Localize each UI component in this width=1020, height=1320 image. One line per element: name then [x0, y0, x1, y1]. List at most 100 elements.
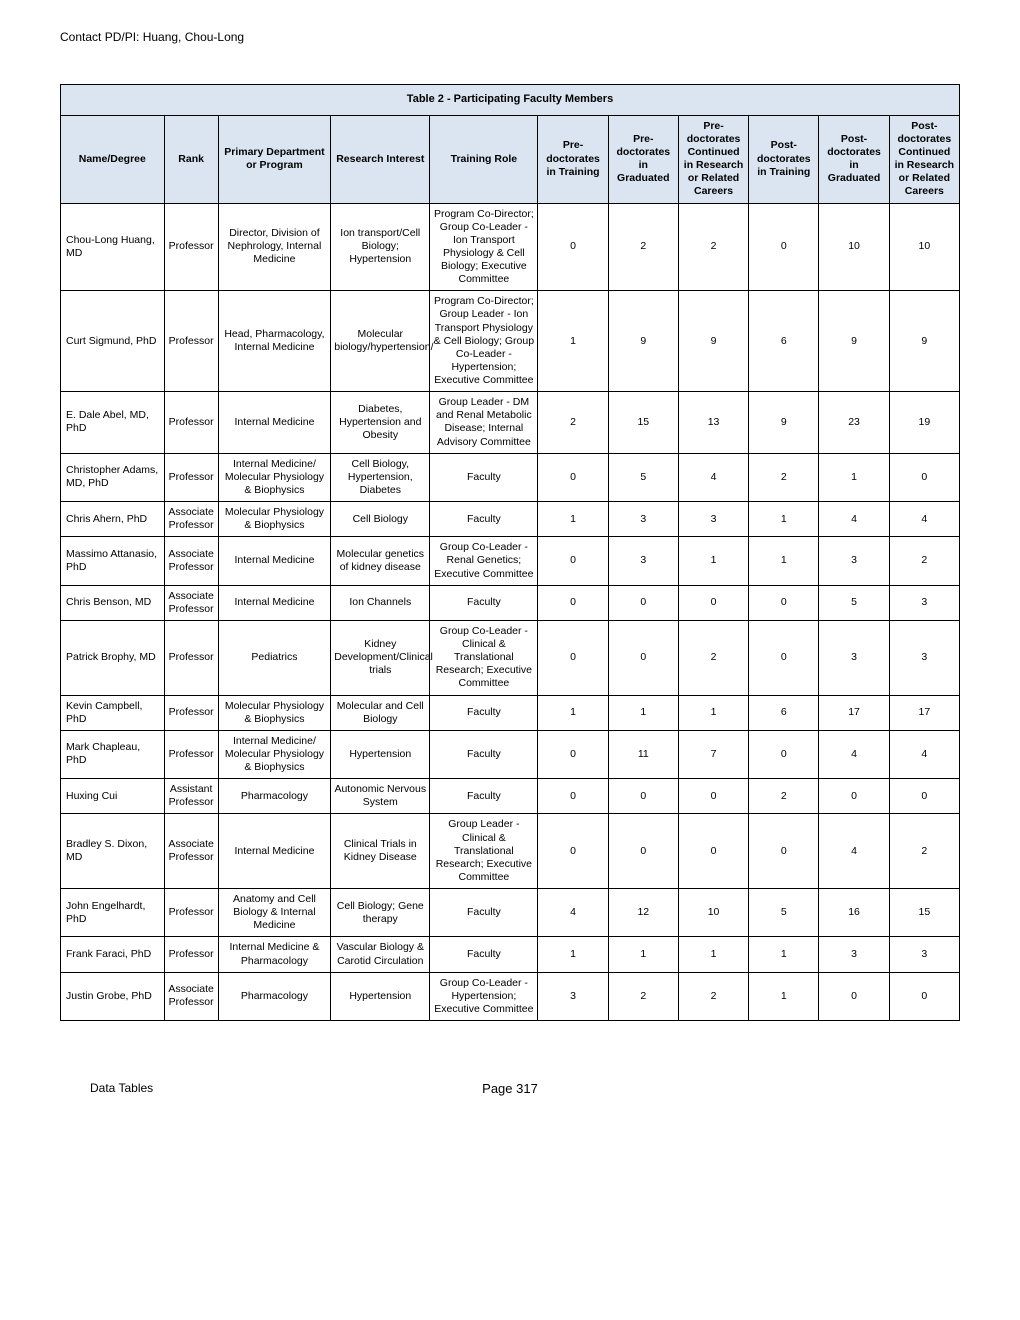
- cell-research: Hypertension: [331, 972, 430, 1020]
- cell-research: Hypertension: [331, 730, 430, 778]
- cell-dept: Pediatrics: [218, 620, 331, 695]
- cell-n4: 1: [749, 937, 819, 972]
- table-row: Chris Ahern, PhDAssociate ProfessorMolec…: [61, 502, 960, 537]
- footer: Data Tables Page 317: [60, 1081, 960, 1096]
- cell-n5: 17: [819, 695, 889, 730]
- footer-left: Data Tables: [90, 1081, 240, 1096]
- cell-name: Chou-Long Huang, MD: [61, 203, 165, 291]
- cell-n6: 19: [889, 392, 959, 454]
- cell-n3: 0: [678, 779, 748, 814]
- cell-n4: 0: [749, 203, 819, 291]
- table-row: Mark Chapleau, PhDProfessorInternal Medi…: [61, 730, 960, 778]
- cell-n1: 0: [538, 620, 608, 695]
- col-rank: Rank: [164, 115, 218, 203]
- cell-n4: 6: [749, 695, 819, 730]
- cell-n6: 0: [889, 779, 959, 814]
- cell-rank: Professor: [164, 937, 218, 972]
- cell-dept: Internal Medicine & Pharmacology: [218, 937, 331, 972]
- cell-dept: Molecular Physiology & Biophysics: [218, 695, 331, 730]
- cell-role: Group Co-Leader - Hypertension; Executiv…: [430, 972, 538, 1020]
- col-role: Training Role: [430, 115, 538, 203]
- cell-n1: 1: [538, 937, 608, 972]
- cell-role: Program Co-Director; Group Co-Leader - I…: [430, 203, 538, 291]
- cell-name: Frank Faraci, PhD: [61, 937, 165, 972]
- cell-research: Cell Biology, Hypertension, Diabetes: [331, 453, 430, 501]
- cell-n3: 1: [678, 695, 748, 730]
- cell-name: Justin Grobe, PhD: [61, 972, 165, 1020]
- cell-research: Clinical Trials in Kidney Disease: [331, 814, 430, 889]
- cell-n3: 3: [678, 502, 748, 537]
- cell-role: Faculty: [430, 730, 538, 778]
- cell-name: Bradley S. Dixon, MD: [61, 814, 165, 889]
- cell-n2: 15: [608, 392, 678, 454]
- cell-role: Program Co-Director; Group Leader - Ion …: [430, 291, 538, 392]
- cell-research: Vascular Biology & Carotid Circulation: [331, 937, 430, 972]
- cell-n1: 0: [538, 203, 608, 291]
- cell-dept: Molecular Physiology & Biophysics: [218, 502, 331, 537]
- col-predoc-grad: Pre-doctorates in Graduated: [608, 115, 678, 203]
- cell-n6: 3: [889, 937, 959, 972]
- cell-n4: 5: [749, 889, 819, 937]
- cell-name: Massimo Attanasio, PhD: [61, 537, 165, 585]
- cell-rank: Professor: [164, 392, 218, 454]
- col-postdoc-training: Post-doctorates in Training: [749, 115, 819, 203]
- cell-n3: 2: [678, 620, 748, 695]
- cell-n3: 1: [678, 537, 748, 585]
- cell-n1: 0: [538, 537, 608, 585]
- cell-n4: 0: [749, 814, 819, 889]
- cell-n6: 4: [889, 502, 959, 537]
- cell-rank: Professor: [164, 620, 218, 695]
- cell-rank: Professor: [164, 695, 218, 730]
- cell-n1: 1: [538, 502, 608, 537]
- table-row: Bradley S. Dixon, MDAssociate ProfessorI…: [61, 814, 960, 889]
- cell-n2: 1: [608, 937, 678, 972]
- cell-n5: 23: [819, 392, 889, 454]
- cell-n6: 0: [889, 972, 959, 1020]
- col-predoc-training: Pre-doctorates in Training: [538, 115, 608, 203]
- cell-role: Group Leader - DM and Renal Metabolic Di…: [430, 392, 538, 454]
- table-title: Table 2 - Participating Faculty Members: [61, 85, 960, 116]
- cell-n4: 2: [749, 453, 819, 501]
- cell-n1: 0: [538, 814, 608, 889]
- cell-n2: 2: [608, 203, 678, 291]
- table-row: Patrick Brophy, MDProfessorPediatricsKid…: [61, 620, 960, 695]
- cell-n2: 1: [608, 695, 678, 730]
- cell-n2: 0: [608, 585, 678, 620]
- cell-role: Faculty: [430, 502, 538, 537]
- cell-research: Molecular biology/hypertension/: [331, 291, 430, 392]
- cell-n6: 3: [889, 585, 959, 620]
- cell-rank: Associate Professor: [164, 502, 218, 537]
- cell-n4: 2: [749, 779, 819, 814]
- cell-role: Faculty: [430, 779, 538, 814]
- cell-dept: Internal Medicine: [218, 537, 331, 585]
- cell-n4: 1: [749, 502, 819, 537]
- cell-research: Autonomic Nervous System: [331, 779, 430, 814]
- cell-dept: Pharmacology: [218, 972, 331, 1020]
- cell-research: Cell Biology: [331, 502, 430, 537]
- col-dept: Primary Department or Program: [218, 115, 331, 203]
- cell-n4: 6: [749, 291, 819, 392]
- cell-n6: 0: [889, 453, 959, 501]
- cell-name: Huxing Cui: [61, 779, 165, 814]
- cell-n3: 2: [678, 203, 748, 291]
- cell-n4: 0: [749, 585, 819, 620]
- cell-n1: 0: [538, 779, 608, 814]
- cell-n2: 12: [608, 889, 678, 937]
- cell-n5: 16: [819, 889, 889, 937]
- cell-n5: 0: [819, 779, 889, 814]
- cell-dept: Internal Medicine: [218, 585, 331, 620]
- cell-name: Mark Chapleau, PhD: [61, 730, 165, 778]
- cell-role: Faculty: [430, 937, 538, 972]
- cell-role: Faculty: [430, 453, 538, 501]
- cell-n2: 0: [608, 779, 678, 814]
- cell-research: Kidney Development/Clinical trials: [331, 620, 430, 695]
- table-row: Kevin Campbell, PhDProfessorMolecular Ph…: [61, 695, 960, 730]
- cell-n6: 3: [889, 620, 959, 695]
- table-row: Christopher Adams, MD, PhDProfessorInter…: [61, 453, 960, 501]
- cell-n5: 9: [819, 291, 889, 392]
- cell-n2: 0: [608, 620, 678, 695]
- cell-n1: 0: [538, 730, 608, 778]
- cell-n1: 0: [538, 585, 608, 620]
- cell-rank: Professor: [164, 889, 218, 937]
- cell-n6: 10: [889, 203, 959, 291]
